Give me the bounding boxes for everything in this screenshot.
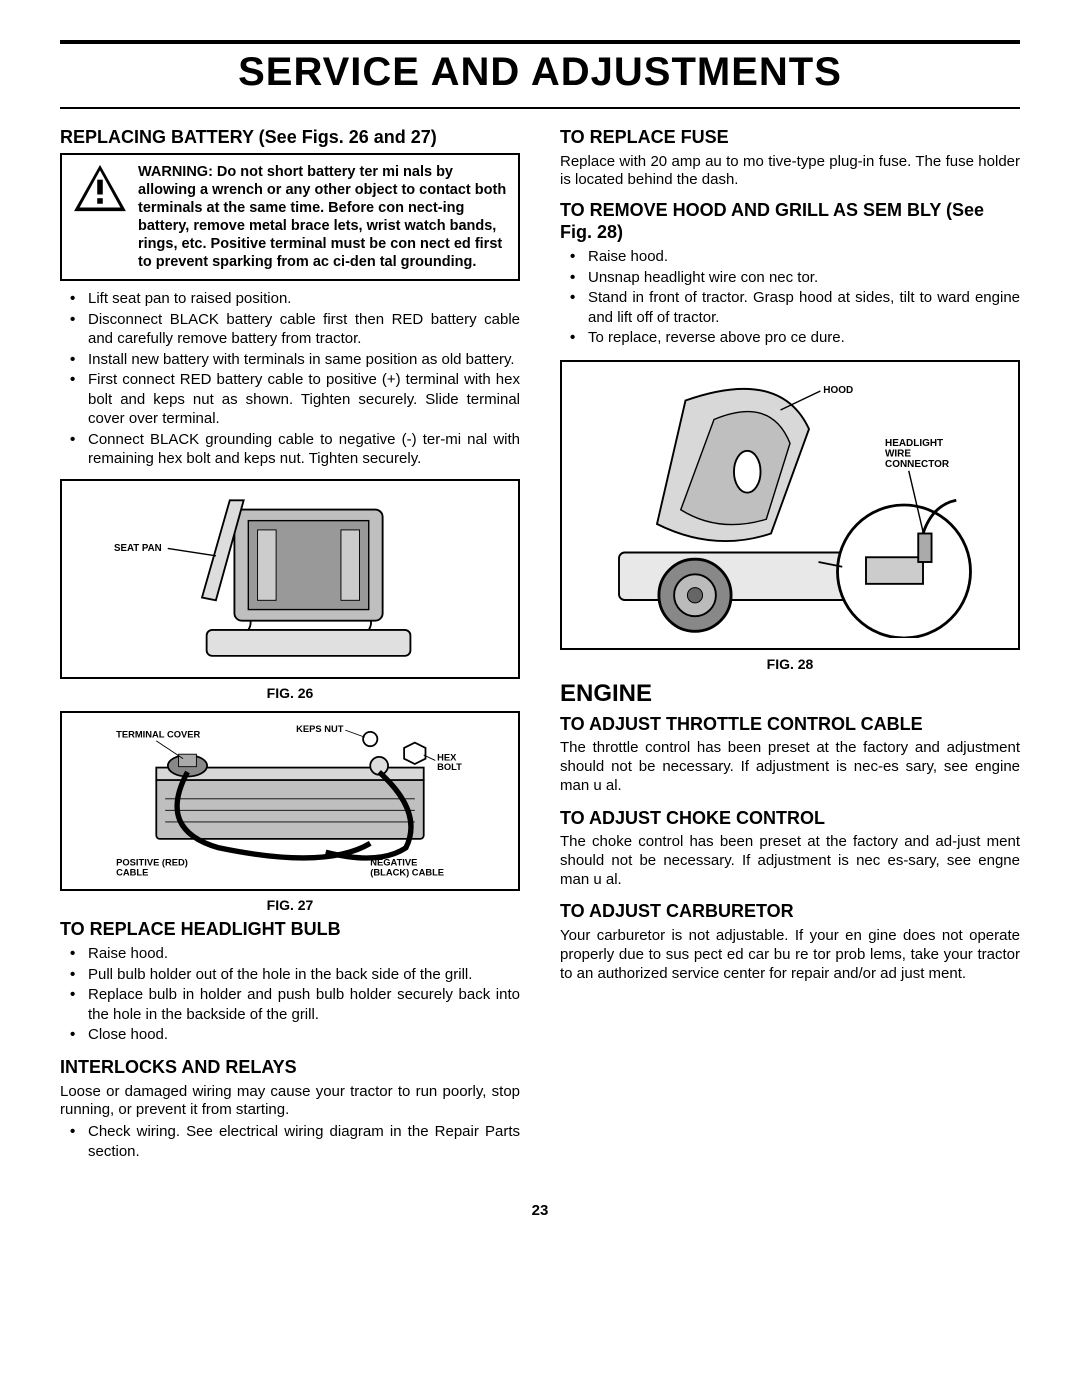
list-item: Raise hood.	[60, 944, 520, 964]
label-neg-cable: NEGATIVE(BLACK) CABLE	[370, 857, 444, 877]
heading-fuse: TO REPLACE FUSE	[560, 127, 1020, 149]
warning-box: WARNING: Do not short battery ter mi nal…	[60, 153, 520, 282]
label-seat-pan: SEAT PAN	[114, 543, 162, 554]
list-item: Pull bulb holder out of the hole in the …	[60, 965, 520, 985]
heading-choke: TO ADJUST CHOKE CONTROL	[560, 808, 1020, 830]
fuse-body: Replace with 20 amp au to mo tive-type p…	[560, 153, 1020, 191]
throttle-body: The throttle control has been preset at …	[560, 739, 1020, 795]
list-item: Install new battery with terminals in sa…	[60, 350, 520, 370]
label-headlight-connector: HEADLIGHTWIRECONNECTOR	[885, 438, 949, 470]
left-column: REPLACING BATTERY (See Figs. 26 and 27) …	[60, 127, 520, 1162]
list-item: First connect RED battery cable to posit…	[60, 370, 520, 429]
svg-text:TERMINAL COVER: TERMINAL COVER	[116, 729, 200, 739]
heading-replacing-battery: REPLACING BATTERY (See Figs. 26 and 27)	[60, 127, 520, 149]
list-item: Raise hood.	[560, 247, 1020, 267]
interlocks-steps: Check wiring. See electrical wiring diag…	[60, 1122, 520, 1161]
hood-steps: Raise hood. Unsnap headlight wire con ne…	[560, 247, 1020, 348]
heading-headlight: TO REPLACE HEADLIGHT BULB	[60, 919, 520, 941]
page-title: SERVICE AND ADJUSTMENTS	[60, 50, 1020, 95]
list-item: To replace, reverse above pro ce dure.	[560, 328, 1020, 348]
carb-body: Your carburetor is not adjustable. If yo…	[560, 927, 1020, 983]
right-column: TO REPLACE FUSE Replace with 20 amp au t…	[560, 127, 1020, 1162]
figure-27-box: TERMINAL COVER KEPS NUT HEXBOLT POSITIVE…	[60, 711, 520, 891]
list-item: Check wiring. See electrical wiring diag…	[60, 1122, 520, 1161]
battery-steps: Lift seat pan to raised position. Discon…	[60, 289, 520, 469]
figure-28-caption: FIG. 28	[560, 656, 1020, 672]
list-item: Close hood.	[60, 1025, 520, 1045]
heading-carburetor: TO ADJUST CARBURETOR	[560, 901, 1020, 923]
figure-27-diagram: TERMINAL COVER KEPS NUT HEXBOLT POSITIVE…	[72, 723, 508, 879]
figure-26-caption: FIG. 26	[60, 685, 520, 701]
figure-28-box: HOOD HEADLIGHTWIRECONNECTOR	[560, 360, 1020, 650]
label-hex-bolt: HEXBOLT	[437, 752, 462, 772]
headlight-steps: Raise hood. Pull bulb holder out of the …	[60, 944, 520, 1045]
list-item: Disconnect BLACK battery cable first the…	[60, 310, 520, 349]
list-item: Lift seat pan to raised position.	[60, 289, 520, 309]
list-item: Connect BLACK grounding cable to negativ…	[60, 430, 520, 469]
page-number: 23	[60, 1202, 1020, 1219]
label-pos-cable: POSITIVE (RED)CABLE	[116, 857, 188, 877]
list-item: Replace bulb in holder and push bulb hol…	[60, 985, 520, 1024]
label-terminal-cover: TERMINAL COVER	[116, 729, 200, 739]
figure-28-diagram: HOOD HEADLIGHTWIRECONNECTOR	[572, 372, 1008, 638]
heading-hood: TO REMOVE HOOD AND GRILL AS SEM BLY (See…	[560, 200, 1020, 243]
warning-triangle-icon	[72, 163, 128, 213]
label-hood: HOOD	[823, 385, 853, 396]
label-keps-nut: KEPS NUT	[296, 724, 344, 734]
figure-26-box: SEAT PAN	[60, 479, 520, 679]
figure-27-caption: FIG. 27	[60, 897, 520, 913]
top-rule	[60, 40, 1020, 44]
heading-throttle: TO ADJUST THROTTLE CONTROL CABLE	[560, 714, 1020, 736]
figure-26-diagram: SEAT PAN	[72, 491, 508, 667]
two-column-layout: REPLACING BATTERY (See Figs. 26 and 27) …	[60, 127, 1020, 1162]
heading-engine: ENGINE	[560, 680, 1020, 708]
heading-interlocks: INTERLOCKS AND RELAYS	[60, 1057, 520, 1079]
list-item: Unsnap headlight wire con nec tor.	[560, 268, 1020, 288]
interlocks-body: Loose or damaged wiring may cause your t…	[60, 1083, 520, 1121]
choke-body: The choke control has been preset at the…	[560, 833, 1020, 889]
list-item: Stand in front of tractor. Grasp hood at…	[560, 288, 1020, 327]
warning-text: WARNING: Do not short battery ter mi nal…	[138, 163, 508, 272]
title-underline	[60, 107, 1020, 109]
